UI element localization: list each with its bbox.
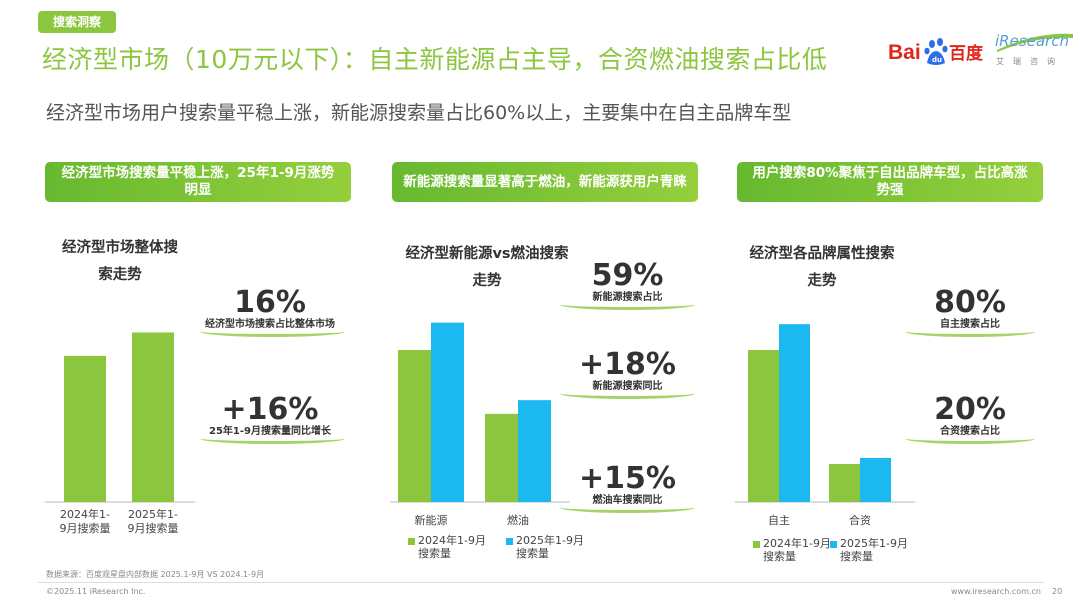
bar-2025-2: [860, 457, 891, 502]
chart-2-plot: 新能源 燃油: [390, 322, 570, 527]
bar-2025-2: [518, 400, 551, 502]
iresearch-logo-text: iResearch: [995, 32, 1069, 50]
footer-divider: [38, 582, 1044, 583]
chart-2-legend-2024: 2024年1-9月搜索量: [408, 534, 490, 560]
stat-value: 59%: [591, 258, 664, 293]
footer-copyright: ©2025.11 iResearch Inc.: [46, 587, 146, 596]
stat-value: 16%: [234, 285, 306, 320]
stat-underline-swoosh: [905, 326, 1035, 337]
chart-3-legend-2024: 2024年1-9月搜索量: [753, 537, 835, 563]
stat-underline-swoosh: [560, 299, 695, 310]
bar-2025-1: [431, 322, 464, 502]
page-subtitle: 经济型市场用户搜索量平稳上涨，新能源搜索量占比60%以上，主要集中在自主品牌车型: [46, 102, 792, 124]
stat-label: 25年1-9月搜索量同比增长: [209, 426, 331, 437]
x-tick-label: 2025年1-: [128, 507, 178, 521]
chart-3-legend-2025: 2025年1-9月搜索量: [830, 537, 912, 563]
legend-swatch-blue: [830, 540, 837, 548]
stat-value: +15%: [579, 461, 676, 496]
bar-2: [132, 332, 174, 502]
chart-3-title: 经济型各品牌属性搜索走势: [749, 246, 895, 289]
bar-1: [64, 355, 106, 502]
panel-3-banner: 用户搜索80%聚焦于自出品牌车型，占比高涨势强: [737, 162, 1043, 202]
legend-swatch-green: [408, 537, 415, 545]
stat-jv-share: 20% 合资搜索占比: [910, 394, 1030, 438]
legend-label: 2025年1-9月搜索量: [516, 534, 584, 560]
chart-3-plot: 自主 合资: [735, 324, 915, 527]
stat-value: 20%: [934, 392, 1006, 427]
stat-label: 合资搜索占比: [940, 426, 1000, 437]
legend-label: 2024年1-9月搜索量: [763, 537, 831, 563]
svg-text:Bai: Bai: [888, 41, 921, 64]
stat-yoy-growth: +16% 25年1-9月搜索量同比增长: [190, 394, 350, 438]
footer-website: www.iresearch.com.cn: [951, 587, 1041, 596]
stat-nev-share: 59% 新能源搜索占比: [565, 260, 690, 304]
iresearch-logo-swoosh: [997, 33, 1073, 52]
x-tick-label: 9月搜索量: [128, 521, 179, 535]
legend-swatch-green: [753, 540, 760, 548]
legend-label: 2024年1-9月搜索量: [418, 534, 486, 560]
page-number: 20: [1052, 587, 1063, 596]
stat-market-share: 16% 经济型市场搜索占比整体市场: [190, 287, 350, 331]
bar-2024-1: [748, 350, 779, 502]
x-tick-label: 燃油: [507, 513, 529, 527]
stat-label: 燃油车搜索同比: [592, 495, 663, 506]
legend-swatch-blue: [506, 537, 513, 545]
page-title: 经济型市场（10万元以下）：自主新能源占主导，合资燃油搜索占比低: [42, 45, 828, 74]
stat-domestic-share: 80% 自主搜索占比: [910, 287, 1030, 331]
section-tag: 搜索洞察: [38, 11, 116, 33]
bar-2024-2: [485, 413, 518, 502]
x-tick-label: 合资: [849, 513, 871, 527]
stat-label: 自主搜索占比: [940, 319, 1000, 330]
stat-value: +16%: [221, 392, 319, 427]
panel-1-banner: 经济型市场搜索量平稳上涨，25年1-9月涨势明显: [45, 162, 351, 202]
panel-2-banner: 新能源搜索量显著高于燃油，新能源获用户青睐: [392, 162, 698, 202]
data-source-note: 数据来源：百度观星盘内部数据 2025.1-9月 VS 2024.1-9月: [46, 570, 265, 579]
stat-value: 80%: [934, 285, 1006, 320]
x-tick-label: 自主: [768, 514, 790, 527]
svg-text:百度: 百度: [949, 43, 984, 64]
stat-underline-swoosh: [200, 433, 345, 444]
baidu-logo: Bai du 百度: [888, 30, 988, 70]
chart-2-legend-2025: 2025年1-9月搜索量: [506, 534, 588, 560]
stat-label: 经济型市场搜索占比整体市场: [205, 319, 335, 330]
bar-2025-1: [779, 324, 810, 502]
legend-label: 2025年1-9月搜索量: [840, 537, 908, 563]
stat-ice-yoy: +15% 燃油车搜索同比: [565, 463, 690, 507]
stat-underline-swoosh: [560, 502, 695, 513]
baidu-logo-graphic: Bai du 百度: [888, 38, 984, 65]
svg-text:du: du: [932, 56, 942, 64]
stat-label: 新能源搜索同比: [592, 381, 663, 392]
x-tick-label: 新能源: [415, 513, 448, 527]
stat-underline-swoosh: [905, 433, 1035, 444]
stat-value: +18%: [579, 347, 676, 382]
stat-underline-swoosh: [560, 388, 695, 399]
bar-2024-1: [398, 350, 431, 502]
x-tick-label: 9月搜索量: [60, 521, 111, 535]
chart-1-title: 经济型市场整体搜索走势: [62, 240, 178, 283]
stat-nev-yoy: +18% 新能源搜索同比: [565, 349, 690, 393]
x-tick-label: 2024年1-: [60, 507, 110, 521]
chart-2-title: 经济型新能源vs燃油搜索走势: [405, 246, 569, 289]
iresearch-logo-subtext: 艾瑞咨询: [996, 57, 1064, 66]
stat-label: 新能源搜索占比: [592, 292, 663, 303]
bar-2024-2: [829, 464, 860, 502]
stat-underline-swoosh: [200, 326, 345, 337]
iresearch-logo: iResearch 艾瑞咨询: [995, 30, 1075, 70]
